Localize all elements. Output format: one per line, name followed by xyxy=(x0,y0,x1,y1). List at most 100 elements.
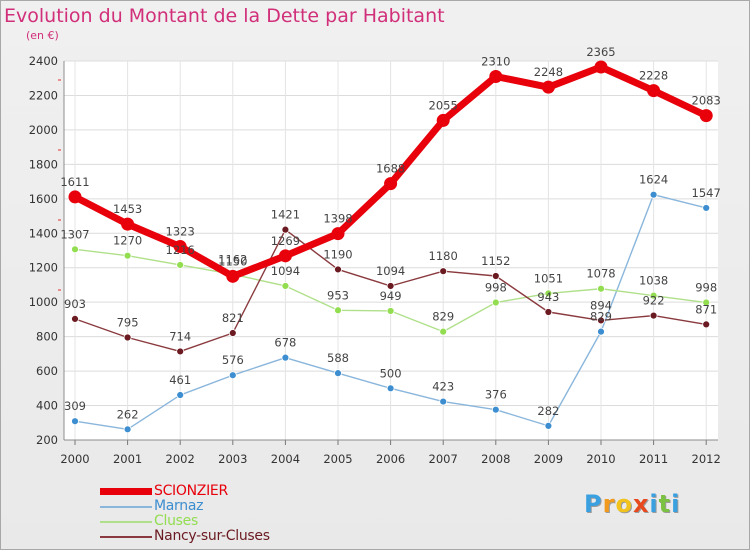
legend-label: Nancy-sur-Cluses xyxy=(154,528,270,544)
data-label-scionzier: 1323 xyxy=(166,225,195,239)
data-point-marnaz xyxy=(597,327,605,336)
data-label-cluses: 1094 xyxy=(271,264,300,278)
x-tick-label: 2001 xyxy=(113,452,142,466)
data-label-scionzier: 1269 xyxy=(271,234,300,248)
data-label-cluses: 1038 xyxy=(639,274,668,288)
data-point-cluses xyxy=(334,306,342,315)
data-label-cluses: 1216 xyxy=(166,243,195,257)
data-point-scionzier xyxy=(594,60,608,74)
data-point-nancy-sur-cluses xyxy=(597,316,605,325)
data-label-cluses: 829 xyxy=(432,310,454,324)
legend-item: SCIONZIER xyxy=(100,484,320,499)
data-label-cluses: 1051 xyxy=(534,271,563,285)
legend-item: Nancy-sur-Cluses xyxy=(100,529,320,544)
data-point-scionzier xyxy=(226,269,240,283)
data-point-scionzier xyxy=(541,80,555,94)
data-point-cluses xyxy=(123,251,132,260)
data-label-marnaz: 309 xyxy=(64,399,86,413)
legend-swatch xyxy=(100,505,152,508)
data-point-cluses xyxy=(544,289,553,298)
legend: SCIONZIER Marnaz Cluses Nancy-sur-Cluses xyxy=(100,484,320,544)
data-point-cluses xyxy=(386,307,395,315)
logo-letter: x xyxy=(632,490,650,518)
data-label-nancy-sur-cluses: 821 xyxy=(222,311,244,325)
data-label-scionzier: 2310 xyxy=(481,55,510,69)
data-point-cluses xyxy=(71,245,79,254)
y-tick-label: 1600 xyxy=(29,192,58,206)
y-tick-label: 1200 xyxy=(29,261,58,275)
data-label-nancy-sur-cluses: 1180 xyxy=(429,249,458,263)
y-tick-label: 200 xyxy=(36,433,58,447)
data-point-marnaz xyxy=(544,421,553,430)
logo-letter: o xyxy=(615,490,633,518)
y-tick-label: 400 xyxy=(36,399,58,413)
data-label-marnaz: 588 xyxy=(327,351,349,365)
logo-letter: r xyxy=(602,490,616,518)
data-label-scionzier: 1688 xyxy=(376,162,405,176)
legend-swatch xyxy=(100,520,152,523)
chart-title: Evolution du Montant de la Dette par Hab… xyxy=(4,5,445,27)
data-point-cluses xyxy=(281,282,290,290)
data-label-nancy-sur-cluses: 714 xyxy=(169,329,191,343)
x-tick-label: 2009 xyxy=(534,452,563,466)
data-point-scionzier xyxy=(173,240,187,254)
x-tick-label: 2002 xyxy=(166,452,195,466)
data-label-nancy-sur-cluses: 922 xyxy=(643,294,665,308)
data-point-marnaz xyxy=(702,204,711,212)
data-point-scionzier xyxy=(121,217,135,231)
data-point-nancy-sur-cluses xyxy=(544,308,553,316)
x-tick-label: 2008 xyxy=(481,452,510,466)
data-label-nancy-sur-cluses: 1094 xyxy=(376,264,405,278)
data-point-marnaz xyxy=(649,190,658,199)
data-point-cluses xyxy=(597,284,605,293)
data-point-cluses xyxy=(439,327,448,336)
data-label-marnaz: 829 xyxy=(590,310,612,324)
y-tick-label: 600 xyxy=(36,364,58,378)
legend-item: Cluses xyxy=(100,514,320,529)
x-tick-label: 2004 xyxy=(271,452,300,466)
data-label-scionzier: 2228 xyxy=(639,69,668,83)
logo-letter: t xyxy=(658,490,672,518)
data-point-marnaz xyxy=(176,391,185,399)
data-label-cluses: 1078 xyxy=(586,267,615,281)
data-point-nancy-sur-cluses xyxy=(123,333,132,342)
data-point-scionzier xyxy=(647,84,661,98)
data-point-scionzier xyxy=(489,70,503,84)
x-tick-label: 2012 xyxy=(692,452,721,466)
data-point-marnaz xyxy=(491,405,500,414)
x-tick-label: 2007 xyxy=(429,452,458,466)
legend-label: Marnaz xyxy=(154,498,204,514)
proxiti-logo: Proxiti xyxy=(584,490,680,518)
data-label-marnaz: 1624 xyxy=(639,173,668,187)
data-label-cluses: 953 xyxy=(327,288,349,302)
data-label-marnaz: 423 xyxy=(432,380,454,394)
data-point-marnaz xyxy=(71,417,79,426)
data-label-nancy-sur-cluses: 903 xyxy=(64,297,86,311)
data-point-nancy-sur-cluses xyxy=(439,267,448,276)
data-label-scionzier: 2248 xyxy=(534,65,563,79)
x-tick-label: 2005 xyxy=(323,452,352,466)
y-tick-label: 1400 xyxy=(29,226,58,240)
legend-label: Cluses xyxy=(154,513,198,529)
x-tick-label: 2010 xyxy=(586,452,615,466)
data-label-marnaz: 678 xyxy=(274,336,296,350)
data-label-nancy-sur-cluses: 1421 xyxy=(271,208,300,222)
y-tick-label: 1000 xyxy=(29,295,58,309)
data-point-cluses xyxy=(702,298,711,307)
data-point-nancy-sur-cluses xyxy=(491,272,500,280)
data-point-marnaz xyxy=(386,384,395,393)
chart-unit: (en €) xyxy=(26,29,59,42)
y-tick-label: 2400 xyxy=(29,54,58,68)
data-point-nancy-sur-cluses xyxy=(176,347,185,356)
legend-swatch xyxy=(100,535,152,538)
logo-letter: i xyxy=(649,490,659,518)
data-label-scionzier: 1398 xyxy=(323,212,352,226)
data-point-cluses xyxy=(176,261,185,269)
data-point-scionzier xyxy=(384,177,398,191)
data-label-scionzier: 2083 xyxy=(692,94,721,108)
data-point-nancy-sur-cluses xyxy=(649,311,658,320)
data-label-marnaz: 282 xyxy=(537,404,559,418)
data-point-nancy-sur-cluses xyxy=(281,225,290,234)
data-point-nancy-sur-cluses xyxy=(702,320,711,329)
